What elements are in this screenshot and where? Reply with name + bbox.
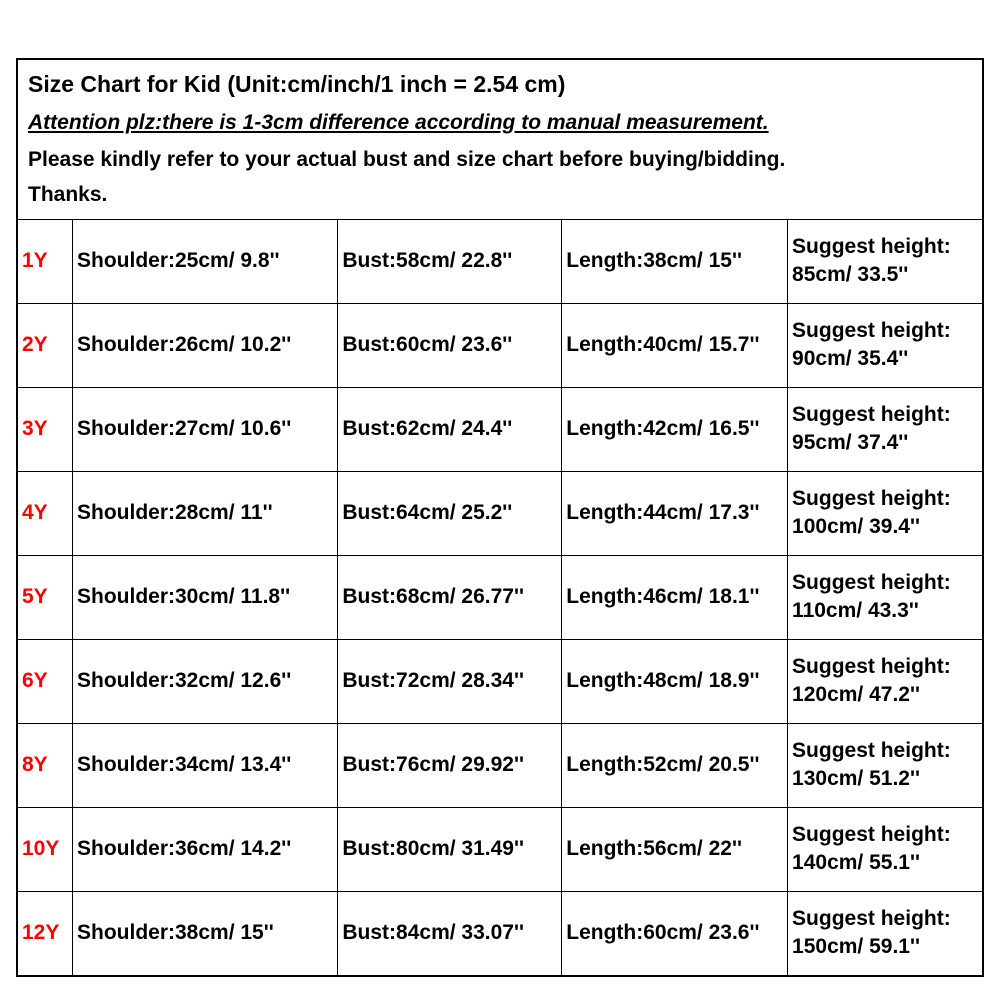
- bust-cell: Bust:60cm/ 23.6'': [338, 303, 562, 387]
- suggest-height-value: 90cm/ 35.4'': [792, 347, 908, 370]
- length-cell: Length:46cm/ 18.1'': [562, 555, 788, 639]
- table-row: 8YShoulder:34cm/ 13.4''Bust:76cm/ 29.92'…: [18, 723, 983, 807]
- table-row: 12YShoulder:38cm/ 15''Bust:84cm/ 33.07''…: [18, 891, 983, 975]
- suggest-height-value: 95cm/ 37.4'': [792, 431, 908, 454]
- size-cell: 5Y: [18, 555, 73, 639]
- length-cell: Length:60cm/ 23.6'': [562, 891, 788, 975]
- size-cell: 8Y: [18, 723, 73, 807]
- bust-cell: Bust:76cm/ 29.92'': [338, 723, 562, 807]
- bust-cell: Bust:72cm/ 28.34'': [338, 639, 562, 723]
- shoulder-cell: Shoulder:38cm/ 15'': [73, 891, 338, 975]
- size-cell: 12Y: [18, 891, 73, 975]
- suggest-height-value: 110cm/ 43.3'': [792, 599, 919, 622]
- suggest-height-cell: Suggest height: 140cm/ 55.1'': [788, 807, 983, 891]
- table-row: 4YShoulder:28cm/ 11''Bust:64cm/ 25.2''Le…: [18, 471, 983, 555]
- suggest-height-cell: Suggest height: 90cm/ 35.4'': [788, 303, 983, 387]
- table-row: 3YShoulder:27cm/ 10.6''Bust:62cm/ 24.4''…: [18, 387, 983, 471]
- shoulder-cell: Shoulder:27cm/ 10.6'': [73, 387, 338, 471]
- bust-cell: Bust:64cm/ 25.2'': [338, 471, 562, 555]
- suggest-height-cell: Suggest height: 100cm/ 39.4'': [788, 471, 983, 555]
- size-cell: 4Y: [18, 471, 73, 555]
- thanks-note: Thanks.: [28, 181, 974, 208]
- suggest-height-label: Suggest height:: [792, 403, 951, 426]
- suggest-height-label: Suggest height:: [792, 907, 951, 930]
- bust-cell: Bust:62cm/ 24.4'': [338, 387, 562, 471]
- shoulder-cell: Shoulder:25cm/ 9.8'': [73, 219, 338, 303]
- size-cell: 10Y: [18, 807, 73, 891]
- suggest-height-label: Suggest height:: [792, 319, 951, 342]
- refer-note: Please kindly refer to your actual bust …: [28, 146, 974, 173]
- shoulder-cell: Shoulder:32cm/ 12.6'': [73, 639, 338, 723]
- attention-note: Attention plz:there is 1-3cm difference …: [28, 109, 974, 136]
- table-row: 5YShoulder:30cm/ 11.8''Bust:68cm/ 26.77'…: [18, 555, 983, 639]
- bust-cell: Bust:68cm/ 26.77'': [338, 555, 562, 639]
- length-cell: Length:56cm/ 22'': [562, 807, 788, 891]
- length-cell: Length:40cm/ 15.7'': [562, 303, 788, 387]
- suggest-height-cell: Suggest height: 110cm/ 43.3'': [788, 555, 983, 639]
- size-cell: 1Y: [18, 219, 73, 303]
- shoulder-cell: Shoulder:28cm/ 11'': [73, 471, 338, 555]
- bust-cell: Bust:84cm/ 33.07'': [338, 891, 562, 975]
- table-row: 6YShoulder:32cm/ 12.6''Bust:72cm/ 28.34'…: [18, 639, 983, 723]
- length-cell: Length:38cm/ 15'': [562, 219, 788, 303]
- suggest-height-label: Suggest height:: [792, 739, 951, 762]
- length-cell: Length:42cm/ 16.5'': [562, 387, 788, 471]
- suggest-height-value: 140cm/ 55.1'': [792, 851, 920, 874]
- suggest-height-value: 85cm/ 33.5'': [792, 263, 908, 286]
- suggest-height-cell: Suggest height: 85cm/ 33.5'': [788, 219, 983, 303]
- size-cell: 6Y: [18, 639, 73, 723]
- suggest-height-label: Suggest height:: [792, 235, 951, 258]
- chart-title: Size Chart for Kid (Unit:cm/inch/1 inch …: [28, 70, 974, 99]
- size-cell: 2Y: [18, 303, 73, 387]
- shoulder-cell: Shoulder:30cm/ 11.8'': [73, 555, 338, 639]
- shoulder-cell: Shoulder:26cm/ 10.2'': [73, 303, 338, 387]
- size-chart-canvas: Size Chart for Kid (Unit:cm/inch/1 inch …: [0, 0, 1000, 1000]
- suggest-height-value: 150cm/ 59.1'': [792, 935, 920, 958]
- suggest-height-value: 130cm/ 51.2'': [792, 767, 920, 790]
- suggest-height-label: Suggest height:: [792, 487, 951, 510]
- size-chart-frame: Size Chart for Kid (Unit:cm/inch/1 inch …: [16, 58, 984, 977]
- size-cell: 3Y: [18, 387, 73, 471]
- shoulder-cell: Shoulder:34cm/ 13.4'': [73, 723, 338, 807]
- suggest-height-label: Suggest height:: [792, 571, 951, 594]
- suggest-height-cell: Suggest height: 120cm/ 47.2'': [788, 639, 983, 723]
- bust-cell: Bust:80cm/ 31.49'': [338, 807, 562, 891]
- suggest-height-value: 100cm/ 39.4'': [792, 515, 920, 538]
- suggest-height-label: Suggest height:: [792, 823, 951, 846]
- header-cell: Size Chart for Kid (Unit:cm/inch/1 inch …: [18, 60, 983, 220]
- suggest-height-cell: Suggest height: 130cm/ 51.2'': [788, 723, 983, 807]
- bust-cell: Bust:58cm/ 22.8'': [338, 219, 562, 303]
- size-chart-table: Size Chart for Kid (Unit:cm/inch/1 inch …: [17, 59, 983, 976]
- length-cell: Length:48cm/ 18.9'': [562, 639, 788, 723]
- table-row: 2YShoulder:26cm/ 10.2''Bust:60cm/ 23.6''…: [18, 303, 983, 387]
- suggest-height-label: Suggest height:: [792, 655, 951, 678]
- table-row: 10YShoulder:36cm/ 14.2''Bust:80cm/ 31.49…: [18, 807, 983, 891]
- suggest-height-value: 120cm/ 47.2'': [792, 683, 920, 706]
- header-row: Size Chart for Kid (Unit:cm/inch/1 inch …: [18, 60, 983, 220]
- shoulder-cell: Shoulder:36cm/ 14.2'': [73, 807, 338, 891]
- length-cell: Length:52cm/ 20.5'': [562, 723, 788, 807]
- table-row: 1YShoulder:25cm/ 9.8''Bust:58cm/ 22.8''L…: [18, 219, 983, 303]
- suggest-height-cell: Suggest height: 150cm/ 59.1'': [788, 891, 983, 975]
- length-cell: Length:44cm/ 17.3'': [562, 471, 788, 555]
- suggest-height-cell: Suggest height: 95cm/ 37.4'': [788, 387, 983, 471]
